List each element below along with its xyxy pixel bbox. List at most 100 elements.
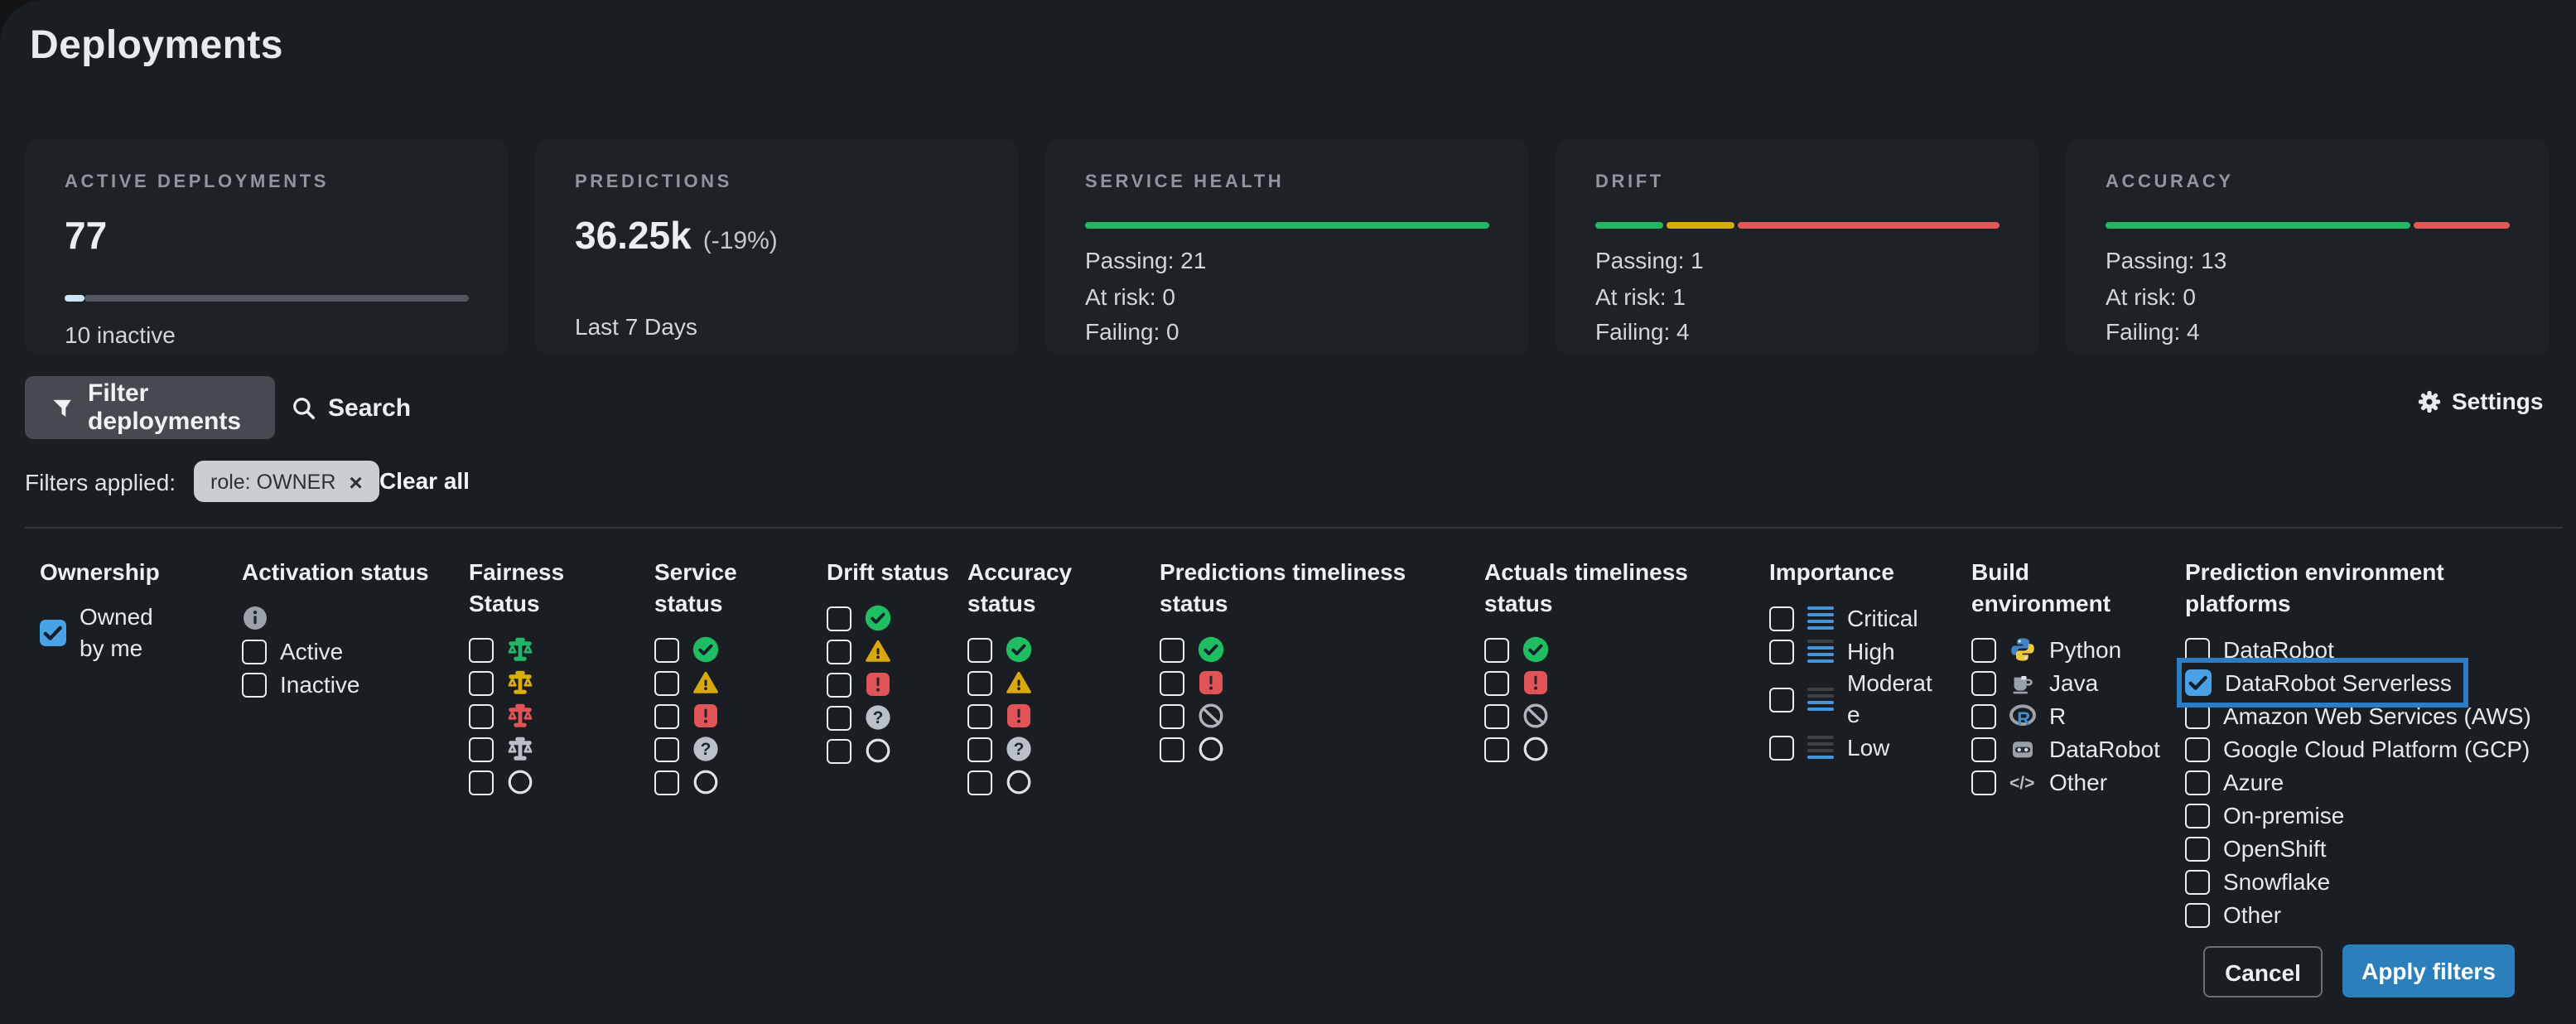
checkbox[interactable] — [1769, 687, 1794, 712]
checkbox-checked[interactable] — [40, 620, 66, 646]
checkbox-row-act-timeliness-disabled[interactable] — [1484, 699, 1749, 732]
checkbox[interactable] — [827, 738, 851, 763]
checkbox[interactable] — [2185, 703, 2210, 728]
checkbox[interactable] — [1971, 637, 1996, 662]
checkbox-row-service-none[interactable] — [654, 766, 803, 799]
checkbox-row-importance-high[interactable]: High — [1769, 635, 1943, 668]
checkbox[interactable] — [827, 639, 851, 664]
checkbox[interactable] — [469, 637, 494, 662]
checkbox[interactable] — [1484, 703, 1509, 728]
checkbox[interactable] — [1160, 670, 1184, 695]
checkbox[interactable] — [1769, 639, 1794, 664]
checkbox[interactable] — [469, 703, 494, 728]
checkbox-row-platform-other[interactable]: Other — [2185, 898, 2566, 931]
checkbox[interactable] — [654, 637, 679, 662]
checkbox-row-drift-unknown[interactable] — [827, 701, 959, 734]
checkbox-row-drift-at-risk[interactable] — [827, 635, 959, 668]
checkbox-row-pred-timeliness-none[interactable] — [1160, 732, 1458, 766]
checkbox-row-drift-failing[interactable] — [827, 668, 959, 701]
checkbox[interactable] — [967, 670, 992, 695]
checkbox-row-fairness-failing[interactable] — [469, 699, 634, 732]
checkbox-row-act-timeliness-none[interactable] — [1484, 732, 1749, 766]
checkbox[interactable] — [1769, 606, 1794, 630]
filter-deployments-button[interactable]: Filter deployments — [25, 376, 275, 439]
checkbox-row-inactive[interactable]: Inactive — [242, 668, 457, 701]
checkbox-row-platform-azure[interactable]: Azure — [2185, 766, 2566, 799]
checkbox[interactable] — [469, 770, 494, 795]
search-button[interactable]: Search — [292, 376, 411, 439]
checkbox-row-accuracy-passing[interactable] — [967, 633, 1117, 666]
checkbox[interactable] — [1971, 670, 1996, 695]
checkbox[interactable] — [1484, 637, 1509, 662]
checkbox[interactable] — [967, 637, 992, 662]
checkbox[interactable] — [654, 670, 679, 695]
checkbox-row-accuracy-failing[interactable] — [967, 699, 1117, 732]
checkbox[interactable] — [1160, 703, 1184, 728]
checkbox[interactable] — [2185, 803, 2210, 828]
checkbox[interactable] — [654, 737, 679, 761]
checkbox[interactable] — [1484, 670, 1509, 695]
checkbox-row-platform-on-premise[interactable]: On-premise — [2185, 799, 2566, 832]
checkbox-row-service-unknown[interactable] — [654, 732, 803, 766]
checkbox-row-drift-passing[interactable] — [827, 601, 959, 635]
checkbox[interactable] — [654, 703, 679, 728]
checkbox[interactable] — [469, 737, 494, 761]
checkbox-row-build-r[interactable]: R — [1971, 699, 2162, 732]
checkbox[interactable] — [2185, 836, 2210, 861]
checkbox[interactable] — [1769, 735, 1794, 760]
checkbox-row-owned-by-me[interactable]: Owned by me — [40, 601, 222, 664]
checkbox[interactable] — [242, 639, 267, 664]
checkbox-row-platform-openshift[interactable]: OpenShift — [2185, 832, 2566, 865]
settings-button[interactable]: Settings — [2417, 388, 2543, 414]
checkbox[interactable] — [242, 672, 267, 697]
checkbox-row-importance-low[interactable]: Low — [1769, 731, 1943, 764]
checkbox[interactable] — [827, 672, 851, 697]
clear-all-button[interactable]: Clear all — [379, 467, 470, 494]
checkbox-row-importance-critical[interactable]: Critical — [1769, 601, 1943, 635]
checkbox[interactable] — [1160, 637, 1184, 662]
filter-chip-role-owner[interactable]: role: OWNER × — [194, 461, 379, 502]
checkbox-row-fairness-passing[interactable] — [469, 633, 634, 666]
checkbox-row-fairness-none[interactable] — [469, 766, 634, 799]
checkbox-row-service-passing[interactable] — [654, 633, 803, 666]
checkbox-row-act-timeliness-failing[interactable] — [1484, 666, 1749, 699]
checkbox-row-importance-moderate[interactable]: Moderate — [1769, 668, 1943, 731]
checkbox-row-build-datarobot[interactable]: DataRobot — [1971, 732, 2162, 766]
checkbox-row-accuracy-at-risk[interactable] — [967, 666, 1117, 699]
checkbox[interactable] — [1971, 770, 1996, 795]
checkbox[interactable] — [967, 737, 992, 761]
checkbox-row-pred-timeliness-passing[interactable] — [1160, 633, 1458, 666]
checkbox[interactable] — [2185, 902, 2210, 927]
checkbox-row-fairness-at-risk[interactable] — [469, 666, 634, 699]
checkbox-row-service-failing[interactable] — [654, 699, 803, 732]
checkbox[interactable] — [1971, 703, 1996, 728]
checkbox-row-accuracy-unknown[interactable] — [967, 732, 1117, 766]
checkbox-row-accuracy-none[interactable] — [967, 766, 1117, 799]
checkbox-row-service-at-risk[interactable] — [654, 666, 803, 699]
checkbox-row-act-timeliness-passing[interactable] — [1484, 633, 1749, 666]
checkbox[interactable] — [967, 770, 992, 795]
checkbox[interactable] — [2185, 869, 2210, 894]
checkbox-row-build-java[interactable]: Java — [1971, 666, 2162, 699]
info-icon[interactable] — [242, 605, 268, 631]
checkbox-row-platform-snowflake[interactable]: Snowflake — [2185, 865, 2566, 898]
checkbox[interactable] — [827, 606, 851, 630]
checkbox-row-build-python[interactable]: Python — [1971, 633, 2162, 666]
apply-filters-button[interactable]: Apply filters — [2342, 944, 2515, 997]
checkbox[interactable] — [967, 703, 992, 728]
checkbox[interactable] — [1160, 737, 1184, 761]
checkbox-row-build-other[interactable]: Other — [1971, 766, 2162, 799]
checkbox-row-platform-aws[interactable]: Amazon Web Services (AWS) — [2185, 699, 2566, 732]
checkbox[interactable] — [2185, 737, 2210, 761]
checkbox-row-platform-datarobot[interactable]: DataRobot — [2185, 633, 2566, 666]
checkbox-row-platform-datarobot-serverless[interactable]: DataRobot Serverless — [2177, 658, 2468, 708]
checkbox-row-fairness-unknown[interactable] — [469, 732, 634, 766]
checkbox-row-drift-none[interactable] — [827, 734, 959, 767]
checkbox-row-platform-gcp[interactable]: Google Cloud Platform (GCP) — [2185, 732, 2566, 766]
cancel-button[interactable]: Cancel — [2203, 946, 2323, 997]
chip-remove-icon[interactable]: × — [349, 468, 363, 495]
checkbox[interactable] — [1484, 737, 1509, 761]
checkbox-row-pred-timeliness-disabled[interactable] — [1160, 699, 1458, 732]
checkbox[interactable] — [827, 705, 851, 730]
checkbox[interactable] — [654, 770, 679, 795]
